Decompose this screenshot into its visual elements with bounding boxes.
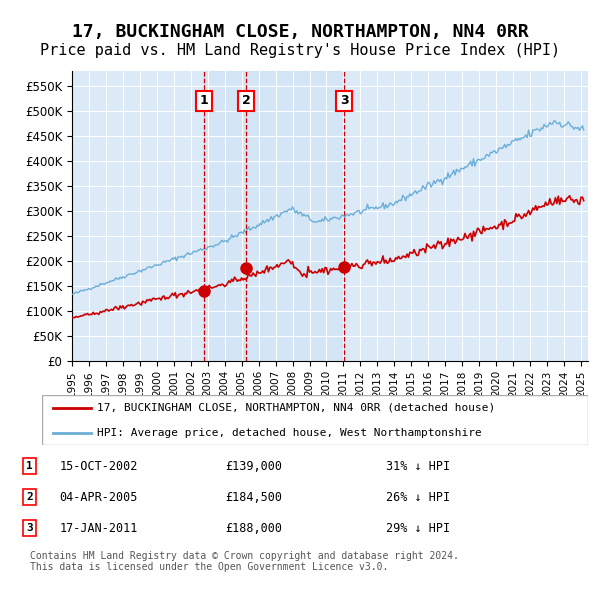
Text: £139,000: £139,000: [226, 460, 283, 473]
Text: 2: 2: [26, 492, 32, 502]
Text: 17-JAN-2011: 17-JAN-2011: [59, 522, 137, 535]
Text: 1: 1: [200, 94, 208, 107]
Text: Price paid vs. HM Land Registry's House Price Index (HPI): Price paid vs. HM Land Registry's House …: [40, 42, 560, 58]
FancyBboxPatch shape: [42, 395, 588, 445]
Text: 15-OCT-2002: 15-OCT-2002: [59, 460, 137, 473]
Text: HPI: Average price, detached house, West Northamptonshire: HPI: Average price, detached house, West…: [97, 428, 481, 438]
Text: 17, BUCKINGHAM CLOSE, NORTHAMPTON, NN4 0RR: 17, BUCKINGHAM CLOSE, NORTHAMPTON, NN4 0…: [71, 24, 529, 41]
Bar: [204, 71, 344, 360]
Text: £184,500: £184,500: [226, 490, 283, 504]
Text: 1: 1: [26, 461, 32, 471]
Text: 3: 3: [26, 523, 32, 533]
Text: 29% ↓ HPI: 29% ↓ HPI: [386, 522, 451, 535]
Text: £188,000: £188,000: [226, 522, 283, 535]
Text: 2: 2: [242, 94, 250, 107]
Text: 31% ↓ HPI: 31% ↓ HPI: [386, 460, 451, 473]
Text: 26% ↓ HPI: 26% ↓ HPI: [386, 490, 451, 504]
Text: Contains HM Land Registry data © Crown copyright and database right 2024.
This d: Contains HM Land Registry data © Crown c…: [30, 550, 459, 572]
Text: 04-APR-2005: 04-APR-2005: [59, 490, 137, 504]
Text: 17, BUCKINGHAM CLOSE, NORTHAMPTON, NN4 0RR (detached house): 17, BUCKINGHAM CLOSE, NORTHAMPTON, NN4 0…: [97, 403, 495, 413]
Text: 3: 3: [340, 94, 349, 107]
